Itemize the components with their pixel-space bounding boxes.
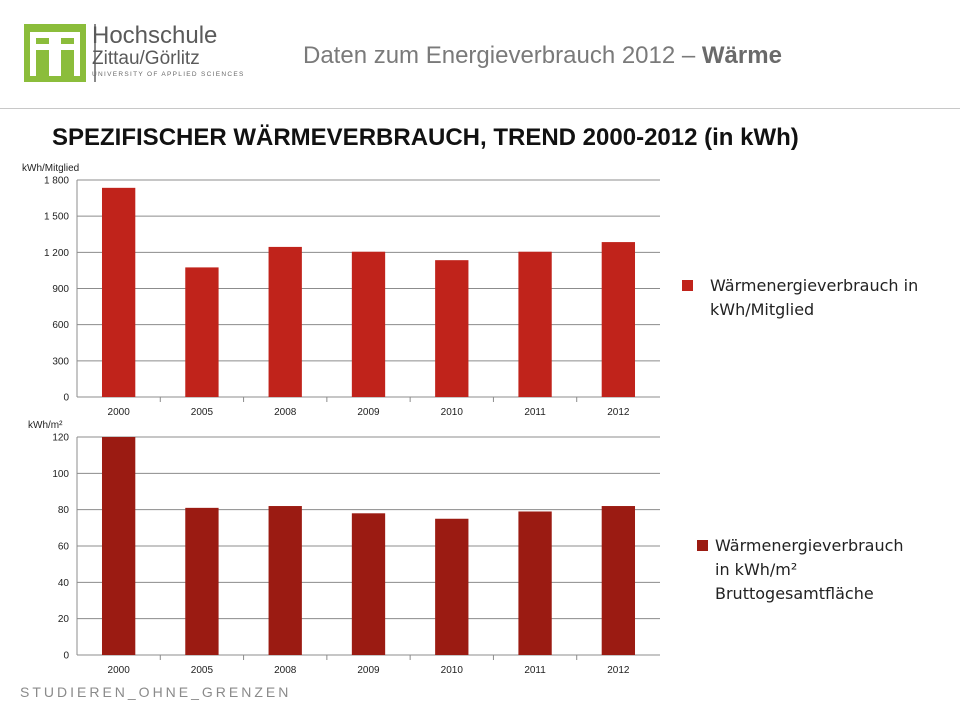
chart1-bar: [351, 251, 386, 397]
chart2-xtick-label: 2009: [357, 665, 380, 676]
chart2-legend-line: Wärmenergieverbrauch: [715, 536, 904, 555]
chart1-xtick-label: 2010: [441, 407, 464, 418]
chart2-ytick-label: 40: [58, 578, 70, 589]
chart1-ytick-label: 1 500: [44, 212, 69, 223]
header-title-bold: Wärme: [701, 42, 782, 69]
chart2-ytick-label: 80: [58, 505, 70, 516]
chart2-ytick-label: 60: [58, 542, 70, 553]
chart1-legend-line: kWh/Mitglied: [710, 300, 815, 319]
chart2-bar: [601, 506, 636, 655]
chart2-ylabel: kWh/m²: [28, 420, 63, 431]
chart1-ytick-label: 900: [52, 284, 69, 295]
chart2-ytick-label: 20: [58, 614, 70, 625]
chart1-bar: [268, 246, 302, 397]
chart1-xtick-label: 2008: [274, 407, 297, 418]
chart2-xtick-label: 2010: [441, 665, 464, 676]
chart2-xtick-label: 2012: [607, 665, 630, 676]
chart1-ytick-label: 0: [63, 393, 69, 404]
chart1-bar: [518, 251, 552, 397]
chart2-xtick-label: 2011: [524, 665, 546, 676]
chart2-xtick-label: 2000: [108, 665, 131, 676]
chart1-bar: [601, 242, 636, 397]
page-header-title: Daten zum Energieverbrauch 2012 – Wärme: [303, 42, 782, 70]
chart1-xtick-label: 2000: [108, 407, 131, 418]
chart1-ylabel: kWh/Mitglied: [22, 163, 80, 174]
chart2-bar: [435, 518, 469, 655]
chart1-xtick-label: 2012: [607, 407, 630, 418]
footer-slogan: STUDIEREN_OHNE_GRENZEN: [20, 684, 292, 700]
chart1-xtick-label: 2005: [191, 407, 214, 418]
chart1-ytick-label: 600: [52, 320, 69, 331]
slide-title: SPEZIFISCHER WÄRMEVERBRAUCH, TREND 2000-…: [52, 124, 799, 151]
chart2-legend-text: Wärmenergieverbrauch in kWh/m² Bruttoges…: [715, 534, 904, 606]
chart2-ytick-label: 100: [52, 469, 69, 480]
chart1-legend-text: Wärmenergieverbrauch in kWh/Mitglied: [710, 274, 918, 322]
chart2-legend: Wärmenergieverbrauch in kWh/m² Bruttoges…: [697, 534, 947, 614]
chart1-ytick-label: 300: [52, 356, 69, 367]
header-divider: [0, 108, 960, 109]
chart2-bar: [268, 506, 302, 655]
chart1-legend-swatch: [682, 280, 693, 291]
logo-text-line3: UNIVERSITY OF APPLIED SCIENCES: [92, 71, 245, 78]
header-title-prefix: Daten zum Energieverbrauch 2012 –: [303, 42, 702, 69]
chart2-bar: [351, 513, 386, 655]
chart2-bar: [185, 507, 219, 655]
logo-text-line2: Zittau/Görlitz: [92, 48, 200, 69]
university-logo: [24, 24, 96, 82]
chart2-xtick-label: 2008: [274, 665, 297, 676]
chart2-xtick-label: 2005: [191, 665, 214, 676]
chart1-ytick-label: 1 200: [44, 248, 69, 259]
chart1-bar: [435, 260, 469, 397]
chart2-ytick-label: 120: [52, 433, 69, 444]
chart1-legend-line: Wärmenergieverbrauch in: [710, 276, 919, 295]
logo-text-line1: Hochschule: [92, 22, 218, 49]
chart2-bar: [101, 437, 136, 655]
chart2-ytick-label: 0: [63, 651, 69, 662]
chart2-legend-line: Bruttogesamtfläche: [715, 584, 874, 603]
chart2-legend-line: in kWh/m²: [715, 560, 798, 579]
chart2-bar: [518, 511, 552, 655]
chart1-xtick-label: 2011: [524, 407, 546, 418]
chart2-legend-swatch: [697, 540, 708, 551]
chart1-bar: [101, 187, 136, 397]
chart1-xtick-label: 2009: [357, 407, 380, 418]
chart1-legend: Wärmenergieverbrauch in kWh/Mitglied: [682, 274, 942, 334]
chart1-ytick-label: 1 800: [44, 176, 69, 187]
chart1-bar: [185, 267, 219, 397]
